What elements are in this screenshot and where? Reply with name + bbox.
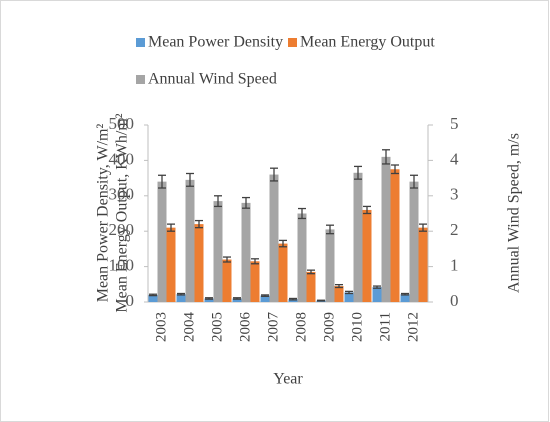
error-bar <box>335 284 343 289</box>
bar <box>409 181 419 302</box>
error-bar <box>419 223 427 232</box>
bar <box>157 181 167 302</box>
y2-axis-title: Annual Wind Speed, m/s <box>506 133 523 293</box>
legend-label: Mean Energy Output <box>300 34 435 51</box>
error-bar <box>326 224 334 235</box>
error-bar <box>373 285 381 289</box>
error-bar <box>289 297 297 301</box>
y-tick-label: 100 <box>109 256 135 275</box>
error-bar <box>214 195 222 208</box>
bar <box>250 261 260 302</box>
x-tick-label: 2003 <box>153 312 169 342</box>
bar <box>194 224 204 302</box>
bar <box>306 271 316 302</box>
bar <box>381 156 391 302</box>
bar <box>278 243 288 302</box>
error-bar <box>158 174 166 189</box>
x-tick-label: 2009 <box>321 312 337 342</box>
bar <box>344 292 354 302</box>
y2-tick-label: 5 <box>450 114 459 133</box>
error-bar <box>149 293 157 297</box>
x-tick-label: 2011 <box>377 312 393 341</box>
legend-swatch <box>136 38 145 47</box>
y-tick-label: 300 <box>109 185 135 204</box>
error-bar <box>354 165 362 180</box>
bar <box>390 169 400 302</box>
error-bar <box>251 258 259 265</box>
y-tick-label: 0 <box>126 291 135 310</box>
bar <box>166 227 176 302</box>
bar <box>362 209 372 302</box>
x-axis-title: Year <box>273 371 303 388</box>
legend-label: Annual Wind Speed <box>148 71 277 88</box>
y2-tick-label: 4 <box>450 149 459 168</box>
y-axis-title: Mean Energy Output, KWh/m² <box>114 113 131 312</box>
x-tick-label: 2012 <box>405 312 421 342</box>
bar <box>204 298 214 302</box>
error-bar <box>205 297 213 300</box>
error-bar <box>401 292 409 296</box>
x-tick-label: 2010 <box>349 312 365 342</box>
bar <box>325 229 335 302</box>
bar <box>269 174 279 302</box>
legend-label: Mean Power Density <box>148 34 283 51</box>
error-bar <box>410 174 418 189</box>
bar <box>353 172 363 302</box>
bar <box>372 287 382 302</box>
error-bar <box>307 269 315 275</box>
x-tick-label: 2008 <box>293 312 309 342</box>
error-bar <box>298 207 306 220</box>
x-tick-label: 2004 <box>181 312 197 343</box>
bar <box>297 213 307 302</box>
bar <box>185 179 195 302</box>
legend-swatch <box>136 75 145 84</box>
x-tick-label: 2007 <box>265 312 281 343</box>
y2-tick-label: 3 <box>450 185 459 204</box>
bar <box>148 294 158 302</box>
y2-tick-label: 1 <box>450 256 459 275</box>
error-bar <box>363 205 371 215</box>
error-bar <box>279 239 287 248</box>
bar <box>260 295 270 302</box>
y-tick-label: 500 <box>109 114 135 133</box>
bar <box>213 201 223 302</box>
legend-swatch <box>288 38 297 47</box>
bar <box>418 227 428 302</box>
error-bar <box>261 294 269 297</box>
x-tick-label: 2005 <box>209 312 225 342</box>
error-bar <box>233 297 241 300</box>
error-bar <box>391 164 399 175</box>
bar <box>288 299 298 302</box>
error-bar <box>177 292 185 296</box>
error-bar <box>242 196 250 209</box>
error-bar <box>382 149 390 165</box>
error-bar <box>195 219 203 229</box>
bar <box>176 294 186 302</box>
y2-tick-label: 0 <box>450 291 459 310</box>
y-axis-title: Mean Power Density, W/m² <box>95 124 112 303</box>
bar <box>222 259 232 302</box>
y-tick-label: 400 <box>109 149 135 168</box>
y-tick-label: 200 <box>109 220 135 239</box>
error-bar <box>167 223 175 232</box>
error-bar <box>270 167 278 182</box>
error-bar <box>186 172 194 187</box>
bar <box>400 294 410 302</box>
y2-tick-label: 2 <box>450 220 459 239</box>
error-bar <box>345 290 353 295</box>
bar <box>241 202 251 302</box>
error-bar <box>317 299 325 302</box>
x-tick-label: 2006 <box>237 312 253 343</box>
bar <box>334 286 344 302</box>
bar <box>232 298 242 302</box>
error-bar <box>223 256 231 263</box>
